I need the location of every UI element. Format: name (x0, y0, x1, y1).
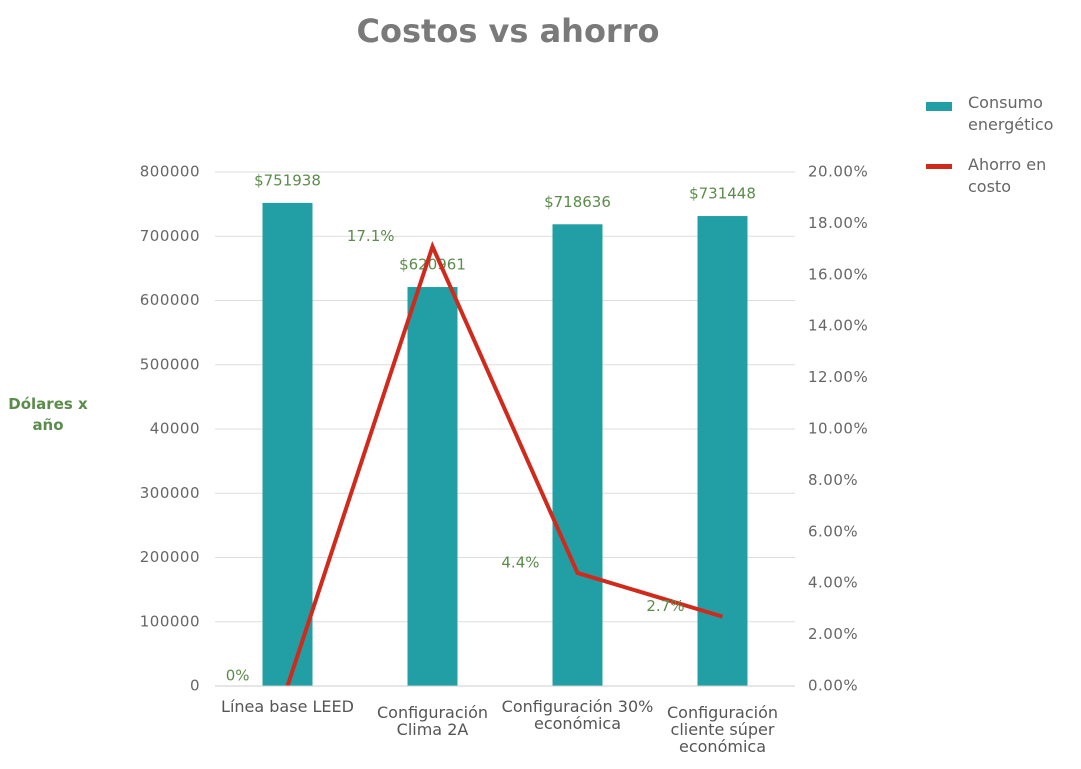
y2-tick-label: 20.00% (808, 163, 868, 181)
x-tick-label: Línea base LEED (221, 697, 354, 716)
bar (697, 216, 748, 686)
bar-value-label: $731448 (689, 185, 756, 203)
y-tick-label: 200000 (140, 548, 200, 566)
y2-tick-label: 10.00% (808, 420, 868, 438)
y2-tick-label: 0.00% (808, 677, 858, 695)
legend-item: Consumo energético (926, 92, 1076, 136)
legend-swatch (926, 102, 952, 111)
y2-tick-label: 2.00% (808, 625, 858, 643)
line-value-label: 4.4% (501, 553, 539, 571)
line-value-label: 17.1% (347, 227, 395, 245)
line-value-label: 0% (226, 667, 250, 685)
y-tick-label: 100000 (140, 612, 200, 630)
y2-tick-label: 12.00% (808, 368, 868, 386)
legend-swatch (926, 164, 952, 169)
legend-label: Ahorro en costo (968, 155, 1047, 196)
y2-tick-label: 16.00% (808, 265, 868, 283)
bar-value-label: $620961 (399, 256, 466, 274)
y2-tick-label: 6.00% (808, 522, 858, 540)
x-tick-label: Configuración cliente súper económica (666, 703, 779, 756)
legend-label: Consumo energético (968, 93, 1054, 134)
chart-title: Costos vs ahorro (357, 12, 660, 50)
bar (552, 224, 603, 686)
y-tick-label: 700000 (140, 227, 200, 245)
y-tick-label: 40000 (150, 420, 200, 438)
line-value-label: 2.7% (646, 597, 684, 615)
y-tick-label: 600000 (140, 291, 200, 309)
x-tick-label: Configuración 30% económica (501, 697, 654, 733)
y2-tick-label: 8.00% (808, 471, 858, 489)
y-tick-label: 500000 (140, 355, 200, 373)
y2-tick-label: 4.00% (808, 574, 858, 592)
bar-value-label: $718636 (544, 193, 611, 211)
y-tick-label: 300000 (140, 484, 200, 502)
y-axis-label: Dólares x año (8, 395, 88, 434)
bar (407, 287, 458, 686)
x-tick-label: Configuración Clima 2A (376, 703, 489, 739)
legend-item: Ahorro en costo (926, 154, 1076, 198)
y2-tick-label: 14.00% (808, 317, 868, 335)
y-tick-label: 800000 (140, 163, 200, 181)
bar-value-label: $751938 (254, 171, 321, 189)
line (285, 240, 724, 687)
y-tick-label: 0 (190, 677, 200, 695)
y2-tick-label: 18.00% (808, 214, 868, 232)
bar (262, 202, 313, 687)
